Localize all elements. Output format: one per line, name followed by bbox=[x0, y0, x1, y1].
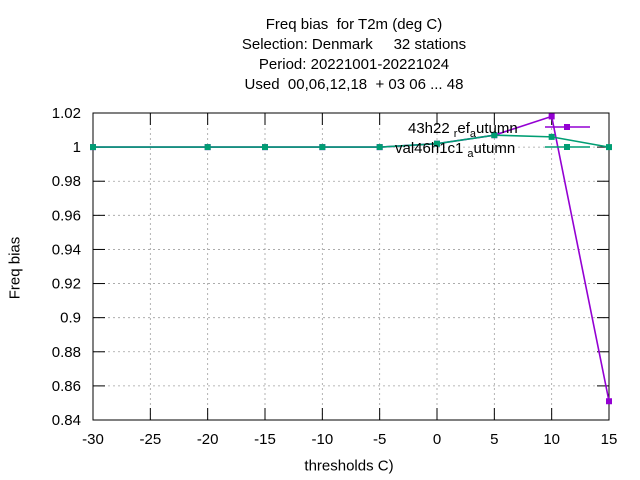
data-point bbox=[376, 144, 383, 151]
title-line: Used 00,06,12,18 + 03 06 ... 48 bbox=[244, 76, 464, 93]
x-tick-label: 0 bbox=[433, 431, 441, 448]
data-point bbox=[491, 132, 498, 139]
y-tick-label: 0.88 bbox=[52, 344, 81, 361]
legend-label-part: val46h1c1 bbox=[395, 140, 463, 157]
legend: 43h22 refautumn val46h1c1 autumn bbox=[395, 120, 590, 160]
legend-label-part: ef bbox=[457, 120, 470, 137]
legend-swatch-point bbox=[564, 144, 570, 150]
y-tick-label: 0.96 bbox=[52, 207, 81, 224]
x-tick-label: 15 bbox=[601, 431, 618, 448]
x-tick-label: -5 bbox=[373, 431, 386, 448]
title-line: Freq bias for T2m (deg C) bbox=[265, 16, 443, 33]
y-tick-label: 0.9 bbox=[60, 310, 81, 327]
legend-entry: val46h1c1 autumn bbox=[395, 140, 590, 160]
legend-label-subscript: r bbox=[454, 128, 458, 140]
data-point bbox=[606, 144, 612, 151]
data-point bbox=[606, 398, 612, 405]
data-point bbox=[548, 113, 555, 120]
x-tick-label: 5 bbox=[490, 431, 498, 448]
y-tick-label: 0.84 bbox=[52, 412, 81, 429]
series-line bbox=[93, 115, 610, 402]
x-axis-label: thresholds C) bbox=[304, 457, 394, 475]
series-layer bbox=[90, 113, 612, 405]
series-line bbox=[93, 134, 610, 148]
title-line: Period: 20221001-20221024 bbox=[258, 56, 450, 73]
x-tick-label: -10 bbox=[311, 431, 333, 448]
y-tick-label: 0.94 bbox=[52, 241, 81, 258]
x-tick-label: -20 bbox=[197, 431, 219, 448]
x-tick-label: -30 bbox=[82, 431, 104, 448]
x-tick-label: 10 bbox=[543, 431, 560, 448]
x-tick-label: -25 bbox=[139, 431, 161, 448]
plot-frame bbox=[92, 112, 610, 421]
legend-label-subscript: a bbox=[467, 148, 474, 160]
data-point bbox=[204, 144, 211, 151]
axis-ticks: -30 -25 -20 -15 -10 -5 0 5 10 15 0.84 0.86 0.88 0.9 0.… bbox=[52, 105, 618, 448]
data-point bbox=[262, 144, 268, 151]
legend-entry: 43h22 refautumn bbox=[408, 120, 590, 140]
x-tick-label: -15 bbox=[254, 431, 276, 448]
legend-label-part: 43h22 bbox=[408, 120, 450, 137]
legend-label-part: utumn bbox=[474, 140, 516, 157]
y-tick-label: 1 bbox=[73, 139, 81, 156]
title-line: Selection: Denmark 32 stations bbox=[241, 36, 467, 53]
y-tick-label: 0.92 bbox=[52, 276, 81, 293]
legend-label-part: utumn bbox=[476, 120, 518, 137]
y-tick-label: 0.98 bbox=[52, 173, 81, 190]
y-tick-label: 1.02 bbox=[52, 105, 81, 122]
series-1 bbox=[90, 113, 612, 405]
legend-label: val46h1c1 autumn bbox=[395, 140, 515, 160]
series-2 bbox=[90, 132, 612, 151]
legend-label-subscript: a bbox=[470, 128, 477, 140]
legend-label: 43h22 refautumn bbox=[408, 120, 518, 140]
data-point bbox=[90, 144, 96, 151]
data-point bbox=[548, 133, 555, 140]
legend-swatch-point bbox=[564, 124, 570, 130]
data-point bbox=[434, 140, 440, 147]
y-tick-label: 0.86 bbox=[52, 378, 81, 395]
data-point bbox=[319, 144, 326, 151]
grid bbox=[92, 112, 610, 421]
